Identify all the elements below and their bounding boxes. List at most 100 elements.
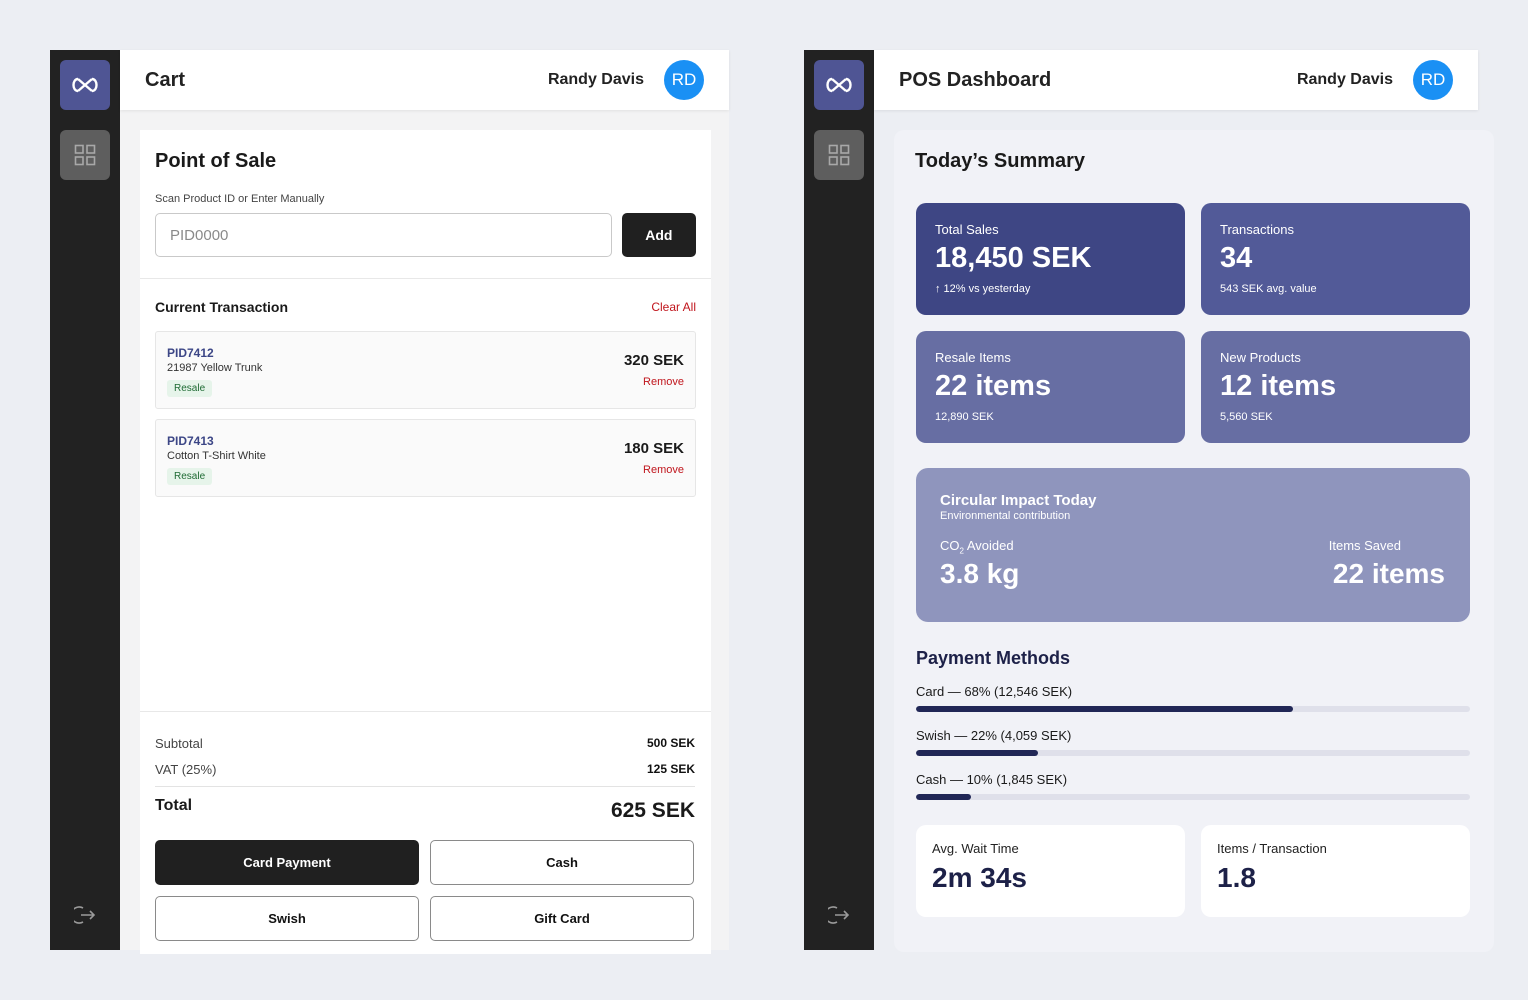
progress-track (916, 750, 1470, 756)
stat-value: 18,450 SEK (935, 242, 1092, 274)
payment-method-label: Cash — 10% (1,845 SEK) (916, 772, 1068, 787)
subtotal-row: Subtotal 500 SEK (155, 730, 695, 756)
totals: Subtotal 500 SEK VAT (25%) 125 SEK Total… (140, 712, 711, 941)
total-label: Total (155, 797, 193, 814)
stat-label: Transactions (1220, 222, 1294, 237)
payment-method-row: Swish — 22% (4,059 SEK) (916, 728, 1470, 756)
impact-subtitle: Environmental contribution (940, 510, 1071, 522)
user-menu[interactable]: Randy Davis RD (548, 60, 704, 100)
co2-label-sub: 2 (959, 546, 964, 556)
impact-title: Circular Impact Today (940, 492, 1097, 509)
stat-label: Resale Items (935, 350, 1011, 365)
logo-button[interactable] (60, 60, 110, 110)
gift-card-button[interactable]: Gift Card (430, 896, 694, 941)
mini-value: 2m 34s (932, 862, 1027, 893)
payment-options: Card Payment Cash Swish Gift Card (155, 840, 695, 941)
add-button[interactable]: Add (621, 213, 696, 257)
avatar[interactable]: RD (664, 60, 704, 100)
progress-track (916, 706, 1470, 712)
mini-value: 1.8 (1217, 862, 1256, 893)
logout-button[interactable] (826, 903, 852, 927)
stat-sub: 543 SEK avg. value (1220, 283, 1317, 295)
transaction-header: Current Transaction Clear All (155, 299, 696, 315)
avg-wait-card: Avg. Wait Time 2m 34s (916, 825, 1185, 917)
stat-label: New Products (1220, 350, 1301, 365)
stat-sub: 5,560 SEK (1220, 411, 1273, 423)
clear-all-link[interactable]: Clear All (651, 300, 696, 314)
co2-label-main: CO (940, 538, 960, 553)
pos-card: Point of Sale Scan Product ID or Enter M… (140, 130, 711, 954)
remove-item-button[interactable]: Remove (643, 464, 684, 476)
resale-items-card: Resale Items 22 items 12,890 SEK (916, 331, 1185, 443)
user-name: Randy Davis (547, 71, 644, 88)
progress-fill (916, 794, 972, 800)
cash-button[interactable]: Cash (430, 840, 694, 885)
logout-button[interactable] (72, 903, 98, 927)
grid-icon (74, 144, 96, 166)
dashboard-nav-button[interactable] (814, 130, 864, 180)
stat-value: 12 items (1220, 370, 1337, 402)
circular-impact-card: Circular Impact Today Environmental cont… (916, 468, 1470, 622)
summary-card: Today’s Summary Total Sales 18,450 SEK ↑… (894, 130, 1494, 952)
total-row: Total 625 SEK (155, 786, 695, 840)
infinity-logo-icon (72, 77, 98, 93)
swish-button[interactable]: Swish (155, 896, 419, 941)
stat-sub: 12,890 SEK (935, 411, 994, 423)
stat-value: 22 items (935, 370, 1052, 402)
stat-label: Total Sales (935, 222, 999, 237)
page-title: Cart (145, 68, 186, 91)
avatar[interactable]: RD (1413, 60, 1453, 100)
logo-button[interactable] (814, 60, 864, 110)
summary-title: Today’s Summary (915, 150, 1086, 172)
payment-method-row: Cash — 10% (1,845 SEK) (916, 772, 1470, 800)
payment-method-row: Card — 68% (12,546 SEK) (916, 684, 1470, 712)
total-value: 625 SEK (610, 799, 695, 822)
co2-label-rest: Avoided (963, 538, 1014, 553)
stat-value: 34 (1220, 242, 1253, 274)
current-transaction: Current Transaction Clear All PID7412 21… (140, 279, 711, 712)
remove-item-button[interactable]: Remove (643, 376, 684, 388)
dashboard-nav-button[interactable] (60, 130, 110, 180)
grid-icon (828, 144, 850, 166)
item-pid: PID7413 (167, 434, 214, 448)
pos-title: Point of Sale (155, 150, 277, 172)
subtotal-label: Subtotal (155, 735, 203, 751)
mini-label: Items / Transaction (1217, 841, 1327, 856)
transaction-title: Current Transaction (155, 299, 289, 315)
items-saved-label: Items Saved (1328, 538, 1401, 553)
item-tag: Resale (167, 380, 213, 397)
dashboard-topbar: POS Dashboard Randy Davis RD (874, 50, 1478, 110)
sidebar (804, 50, 874, 950)
list-item: PID7412 21987 Yellow Trunk Resale 320 SE… (155, 331, 696, 409)
infinity-logo-icon (826, 77, 852, 93)
transactions-card: Transactions 34 543 SEK avg. value (1201, 203, 1470, 315)
item-price: 320 SEK (623, 352, 684, 369)
items-per-transaction-card: Items / Transaction 1.8 (1201, 825, 1470, 917)
item-name: 21987 Yellow Trunk (167, 362, 263, 374)
card-payment-button[interactable]: Card Payment (155, 840, 419, 885)
vat-row: VAT (25%) 125 SEK (155, 756, 695, 782)
progress-fill (916, 706, 1293, 712)
scan-row: Add (155, 213, 696, 257)
payment-methods-title: Payment Methods (916, 648, 1071, 668)
user-name: Randy Davis (1296, 71, 1393, 88)
cart-main: Cart Randy Davis RD Point of Sale Scan P… (120, 50, 729, 954)
mini-label: Avg. Wait Time (932, 841, 1019, 856)
items-saved-value: 22 items (1332, 558, 1445, 589)
item-tag: Resale (167, 468, 213, 485)
new-products-card: New Products 12 items 5,560 SEK (1201, 331, 1470, 443)
pos-header: Point of Sale Scan Product ID or Enter M… (140, 130, 711, 279)
item-pid: PID7412 (167, 346, 214, 360)
progress-track (916, 794, 1470, 800)
product-id-input[interactable] (155, 213, 612, 257)
subtotal-value: 500 SEK (646, 736, 695, 750)
item-name: Cotton T-Shirt White (167, 450, 266, 462)
logout-icon (74, 906, 96, 924)
sidebar (50, 50, 120, 950)
user-menu[interactable]: Randy Davis RD (1297, 60, 1453, 100)
logout-icon (828, 906, 850, 924)
cart-topbar: Cart Randy Davis RD (120, 50, 729, 110)
stat-sub: ↑ 12% vs yesterday (935, 283, 1031, 295)
dashboard-main: POS Dashboard Randy Davis RD Today’s Sum… (874, 50, 1494, 952)
vat-label: VAT (25%) (155, 761, 217, 777)
